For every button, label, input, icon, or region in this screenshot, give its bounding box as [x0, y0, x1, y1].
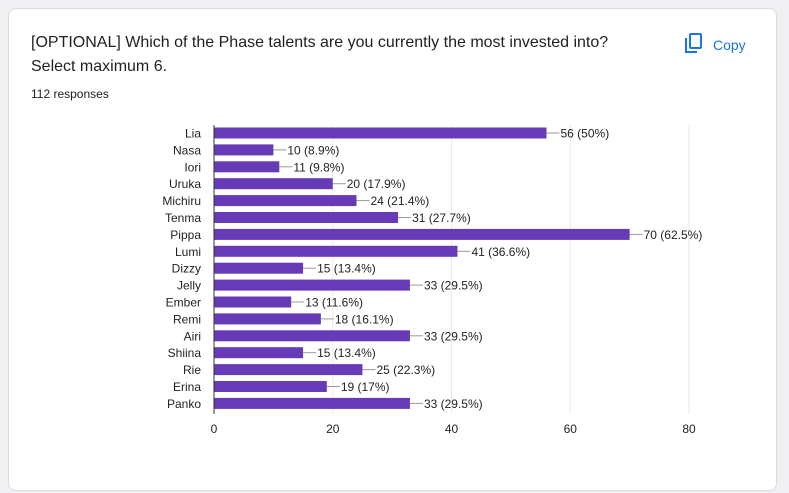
- bar: [214, 228, 630, 240]
- data-label: 41 (36.6%): [471, 245, 530, 259]
- bar: [214, 262, 304, 274]
- bar: [214, 178, 333, 190]
- category-label: Iori: [184, 160, 201, 174]
- data-label: 33 (29.5%): [424, 329, 483, 343]
- bar: [214, 127, 547, 139]
- x-tick-label: 20: [326, 422, 340, 436]
- question-title: [OPTIONAL] Which of the Phase talents ar…: [31, 34, 609, 75]
- category-label: Nasa: [173, 143, 201, 157]
- x-tick-label: 80: [682, 422, 696, 436]
- bar: [214, 364, 363, 376]
- copy-icon: [685, 33, 703, 56]
- bar: [214, 245, 458, 257]
- category-label: Uruka: [169, 177, 201, 191]
- data-label: 33 (29.5%): [424, 397, 483, 411]
- data-label: 25 (22.3%): [376, 363, 435, 377]
- category-label: Dizzy: [172, 262, 201, 276]
- category-label: Jelly: [177, 279, 201, 293]
- data-label: 15 (13.4%): [317, 346, 376, 360]
- copy-label: Copy: [713, 36, 746, 53]
- bar: [214, 296, 292, 308]
- data-label: 10 (8.9%): [287, 143, 339, 157]
- data-label: 11 (9.8%): [293, 160, 344, 174]
- category-label: Lia: [185, 127, 201, 141]
- bar: [214, 313, 321, 325]
- bar: [214, 195, 357, 207]
- x-tick-label: 60: [564, 422, 578, 436]
- x-tick-label: 40: [445, 422, 459, 436]
- bar: [214, 330, 410, 342]
- category-label: Ember: [166, 296, 201, 310]
- category-label: Pippa: [170, 228, 201, 242]
- data-label: 13 (11.6%): [305, 296, 363, 310]
- bar: [214, 279, 410, 291]
- category-label: Tenma: [165, 211, 201, 225]
- data-label: 24 (21.4%): [371, 194, 430, 208]
- category-label: Panko: [167, 397, 201, 411]
- data-label: 15 (13.4%): [317, 262, 376, 276]
- question-card: [OPTIONAL] Which of the Phase talents ar…: [8, 8, 777, 491]
- category-label: Lumi: [175, 245, 201, 259]
- bar: [214, 212, 399, 223]
- bar: [214, 381, 327, 392]
- data-label: 33 (29.5%): [424, 279, 483, 293]
- bar: [214, 397, 410, 409]
- data-label: 19 (17%): [341, 380, 390, 394]
- data-label: 20 (17.9%): [347, 177, 406, 191]
- bar: [214, 144, 274, 156]
- response-count: 112 responses: [31, 87, 109, 101]
- bar: [214, 347, 304, 359]
- data-label: 31 (27.7%): [412, 211, 471, 225]
- category-label: Airi: [184, 329, 201, 343]
- data-label: 70 (62.5%): [644, 228, 703, 242]
- copy-button[interactable]: Copy: [681, 29, 750, 60]
- bar: [214, 161, 280, 173]
- category-label: Erina: [173, 380, 201, 394]
- category-label: Remi: [173, 312, 201, 326]
- category-label: Shiina: [168, 346, 202, 360]
- category-label: Rie: [183, 363, 201, 377]
- x-tick-label: 0: [211, 422, 218, 436]
- data-label: 56 (50%): [561, 127, 610, 141]
- data-label: 18 (16.1%): [335, 312, 394, 326]
- category-label: Michiru: [162, 194, 201, 208]
